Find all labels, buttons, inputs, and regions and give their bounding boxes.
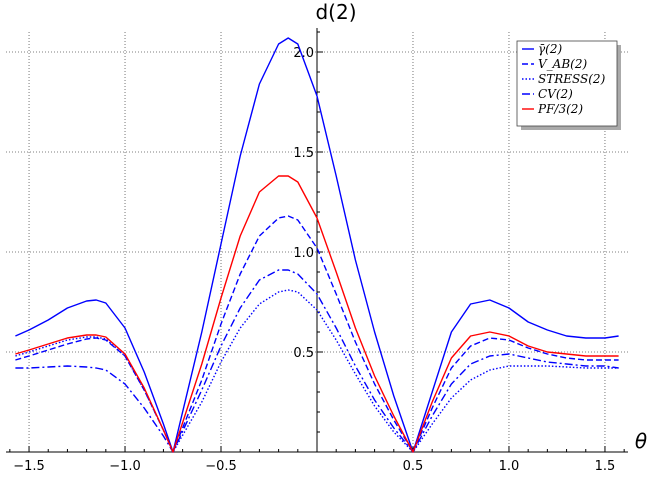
x-tick-label: −1.0 (109, 459, 141, 474)
chart-title: d(2) (315, 0, 357, 24)
x-tick-label: 0.5 (403, 459, 424, 474)
y-tick-label: 1.5 (293, 146, 314, 161)
x-axis-label: θ (635, 429, 647, 453)
y-tick-label: 0.5 (293, 346, 314, 361)
series-line (15, 37, 619, 453)
x-tick-label: 1.0 (499, 459, 520, 474)
x-tick-label: 1.5 (595, 459, 616, 474)
legend-label: STRESS(2) (538, 72, 606, 86)
legend-box (516, 40, 618, 127)
y-tick-label: 1.0 (293, 246, 314, 261)
series-line (15, 175, 619, 453)
legend-label: CV(2) (538, 87, 573, 101)
legend-label: PF/3(2) (537, 102, 583, 116)
series-line (15, 269, 619, 453)
legend-label: γ̄(2) (538, 42, 562, 56)
y-tick-label: 2.0 (293, 46, 314, 61)
x-tick-label: −0.5 (205, 459, 237, 474)
legend-label: V_AB(2) (538, 57, 587, 71)
series-line (15, 215, 619, 453)
x-tick-label: −1.5 (13, 459, 45, 474)
